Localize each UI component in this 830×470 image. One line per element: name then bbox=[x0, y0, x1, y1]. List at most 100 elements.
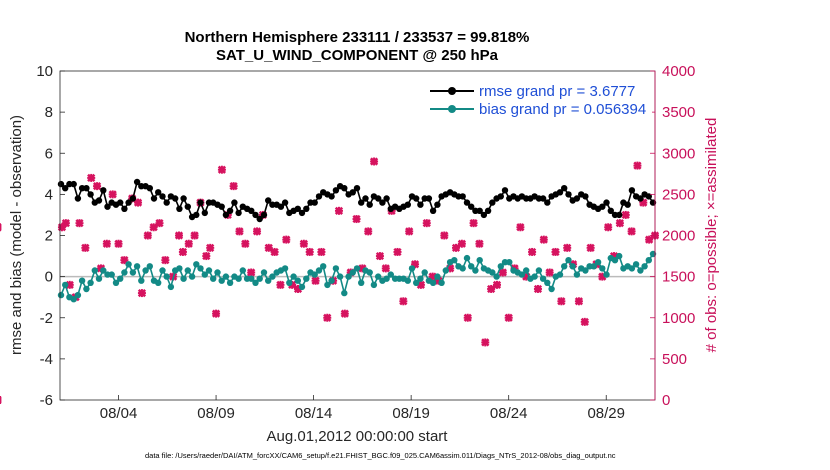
y-left-tick-label: -6 bbox=[40, 392, 53, 409]
bias-point bbox=[61, 281, 69, 289]
rmse-point bbox=[57, 180, 65, 188]
obs-count-marker bbox=[463, 313, 472, 322]
bias-point bbox=[582, 267, 589, 274]
y-left-tick-label: 6 bbox=[45, 145, 53, 162]
bias-point bbox=[616, 252, 623, 260]
obs-count-marker bbox=[114, 239, 123, 248]
rmse-point bbox=[226, 207, 234, 214]
obs-count-marker bbox=[516, 223, 525, 232]
bias-point bbox=[497, 263, 504, 270]
obs-count-marker bbox=[551, 247, 560, 257]
y-right-tick-label: 2500 bbox=[662, 186, 695, 203]
rmse-point bbox=[603, 199, 610, 206]
rmse-point bbox=[222, 211, 230, 219]
bias-point bbox=[370, 281, 378, 289]
bias-point bbox=[573, 271, 581, 278]
rmse-point bbox=[624, 201, 631, 208]
y-right-tick-label: 4000 bbox=[662, 63, 695, 80]
rmse-point bbox=[155, 189, 162, 196]
bias-point bbox=[74, 291, 82, 299]
bias-point bbox=[345, 273, 352, 280]
bias-point bbox=[83, 285, 90, 293]
bias-point bbox=[260, 269, 268, 276]
bias-point bbox=[341, 289, 348, 297]
bias-point bbox=[320, 263, 327, 270]
obs-count-marker bbox=[92, 182, 102, 191]
rmse-point bbox=[248, 207, 255, 214]
obs-count-marker bbox=[247, 268, 256, 277]
obs-count-marker bbox=[440, 231, 449, 240]
rmse-point bbox=[616, 211, 623, 219]
bias-point bbox=[628, 265, 636, 272]
bias-point bbox=[637, 267, 644, 274]
rmse-point bbox=[172, 195, 179, 202]
bias-point bbox=[197, 265, 204, 272]
chart-title: Northern Hemisphere 233111 / 233537 = 99… bbox=[185, 29, 530, 46]
bias-point bbox=[569, 263, 576, 270]
rmse-point bbox=[366, 201, 373, 208]
bias-point bbox=[294, 277, 301, 284]
obs-count-marker bbox=[539, 235, 548, 244]
obs-count-marker bbox=[211, 309, 221, 318]
obs-count-marker bbox=[381, 264, 390, 273]
bias-point bbox=[375, 273, 382, 280]
rmse-point bbox=[163, 199, 170, 206]
bias-point bbox=[387, 271, 394, 278]
rmse-point bbox=[417, 201, 424, 208]
rmse-point bbox=[489, 199, 496, 206]
bias-point bbox=[239, 267, 246, 274]
obs-count-marker bbox=[241, 239, 250, 248]
obs-count-marker bbox=[75, 219, 84, 228]
rmse-point bbox=[277, 203, 285, 210]
obs-count-marker bbox=[469, 219, 478, 228]
bias-point bbox=[298, 283, 306, 291]
legend-bias-marker bbox=[448, 105, 456, 113]
rmse-point bbox=[645, 193, 652, 200]
bias-point bbox=[133, 263, 141, 270]
obs-count-marker bbox=[487, 284, 496, 294]
bias-point bbox=[451, 257, 458, 264]
bias-point bbox=[303, 275, 310, 282]
obs-count-marker bbox=[206, 243, 215, 252]
obs-count-marker bbox=[323, 313, 332, 322]
obs-count-marker bbox=[155, 219, 164, 228]
rmse-point bbox=[74, 195, 82, 202]
obs-count-marker bbox=[190, 231, 199, 240]
bias-point bbox=[311, 271, 318, 278]
rmse-point bbox=[303, 205, 310, 212]
rmse-point bbox=[218, 203, 225, 210]
bias-point bbox=[594, 259, 602, 266]
bias-point bbox=[404, 277, 411, 284]
rmse-point bbox=[425, 195, 433, 202]
obs-count-marker bbox=[137, 288, 147, 298]
x-tick-label: 08/19 bbox=[392, 405, 430, 422]
rmse-point bbox=[379, 199, 386, 206]
obs-count-marker bbox=[184, 239, 193, 248]
obs-count-marker bbox=[481, 338, 490, 347]
bias-point bbox=[349, 269, 356, 276]
x-tick-label: 08/04 bbox=[100, 405, 138, 422]
y-right-tick-label: 0 bbox=[662, 392, 670, 409]
bias-point bbox=[57, 291, 65, 299]
data-file-footer: data file: /Users/raeder/DAI/ATM_forcXX/… bbox=[145, 451, 616, 460]
obs-count-marker bbox=[87, 173, 96, 183]
obs-count-marker bbox=[393, 247, 402, 257]
rmse-point bbox=[197, 199, 204, 206]
obs-count-marker bbox=[282, 235, 291, 244]
bias-point bbox=[438, 279, 445, 286]
y-right-tick-label: 500 bbox=[662, 351, 687, 368]
rmse-point bbox=[539, 195, 547, 202]
obs-count-marker bbox=[305, 247, 314, 257]
bias-point bbox=[222, 273, 230, 280]
bias-point bbox=[117, 275, 124, 282]
bias-point bbox=[188, 273, 196, 280]
rmse-point bbox=[150, 195, 158, 202]
bias-point bbox=[184, 267, 191, 274]
rmse-point bbox=[358, 199, 365, 206]
y-right-tick-label: 1500 bbox=[662, 269, 695, 286]
bias-point bbox=[632, 261, 640, 268]
plot-area bbox=[60, 71, 655, 400]
bias-point bbox=[442, 267, 449, 274]
rmse-point bbox=[95, 197, 103, 204]
obs-count-marker bbox=[299, 239, 308, 248]
